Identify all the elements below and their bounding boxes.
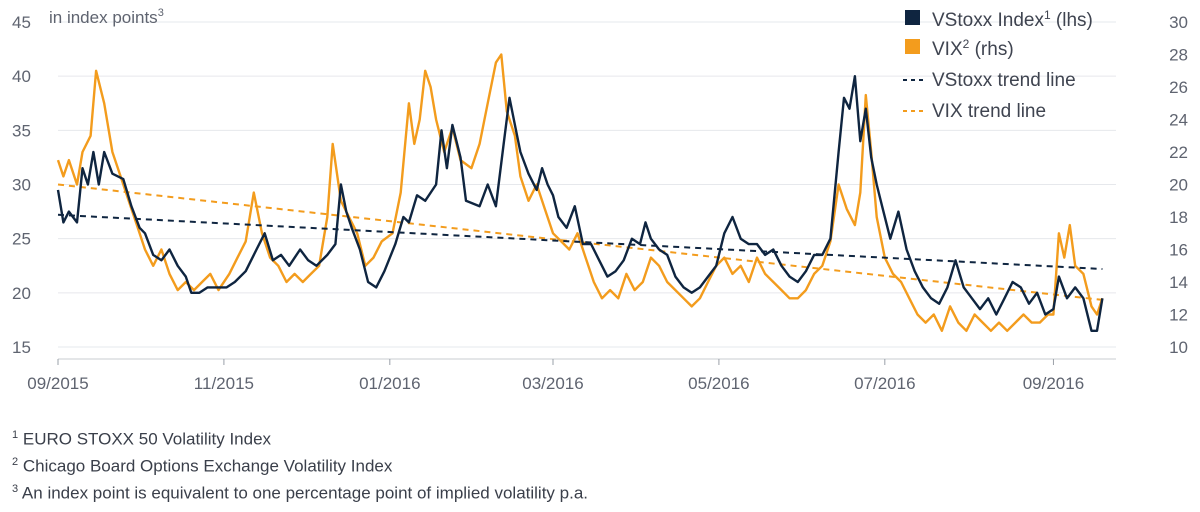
footnotes: 1 EURO STOXX 50 Volatility Index 2 Chica… xyxy=(12,424,588,505)
y-right-tick-label: 14 xyxy=(1169,273,1188,292)
y-right-tick-label: 30 xyxy=(1169,13,1188,32)
series-layer xyxy=(56,53,1104,332)
y-right-tick-label: 20 xyxy=(1169,176,1188,195)
gridlines xyxy=(58,21,1116,348)
y-right-tick-label: 26 xyxy=(1169,78,1188,97)
y-left-tick-label: 45 xyxy=(12,13,31,32)
legend-swatch-vix xyxy=(905,39,920,54)
footnote-2: 2 Chicago Board Options Exchange Volatil… xyxy=(12,456,393,476)
x-tick-label: 07/2016 xyxy=(854,374,915,393)
x-tick-label: 11/2015 xyxy=(194,374,254,393)
series-vix-rhs xyxy=(56,53,1104,332)
legend: VStoxx Index1 (lhs) VIX2 (rhs) VStoxx tren… xyxy=(903,8,1093,122)
y-left-tick-label: 25 xyxy=(12,230,31,249)
series-vstoxx-index-lhs xyxy=(56,75,1104,332)
series-vstoxx-trend-line xyxy=(57,213,1103,270)
left-y-axis: 15 20 25 30 35 40 45 xyxy=(12,13,31,357)
y-right-tick-label: 12 xyxy=(1169,306,1188,325)
y-right-tick-label: 10 xyxy=(1169,338,1188,357)
x-axis: 09/2015 11/2015 01/2016 03/2016 05/2016 07/20… xyxy=(27,358,1116,393)
footnote-3: 3 An index point is equivalent to one pe… xyxy=(12,483,589,503)
legend-swatch-vstoxx-index xyxy=(905,10,920,25)
x-tick-label: 05/2016 xyxy=(688,374,749,393)
y-left-tick-label: 15 xyxy=(12,338,31,357)
footnote-1: 1 EURO STOXX 50 Volatility Index xyxy=(12,429,272,449)
y-right-tick-label: 16 xyxy=(1169,241,1188,260)
y-left-tick-label: 20 xyxy=(12,284,31,303)
legend-label-vstoxx-trend-line: VStoxx trend line xyxy=(932,70,1076,91)
legend-label-vstoxx-index: VStoxx Index1 (lhs) xyxy=(932,8,1093,31)
x-tick-label: 09/2016 xyxy=(1023,374,1084,393)
y-left-tick-label: 40 xyxy=(12,67,31,86)
y-left-tick-label: 30 xyxy=(12,176,31,195)
legend-label-vix: VIX2 (rhs) xyxy=(932,37,1014,60)
legend-label-vix-trend-line: VIX trend line xyxy=(932,101,1046,122)
unit-label: in index points3 xyxy=(49,7,164,27)
right-y-axis: 10 12 14 16 18 20 22 24 26 28 30 xyxy=(1169,13,1188,357)
y-right-tick-label: 28 xyxy=(1169,46,1188,65)
y-right-tick-label: 24 xyxy=(1169,111,1188,130)
y-left-tick-label: 35 xyxy=(12,121,31,140)
x-tick-label: 03/2016 xyxy=(522,374,583,393)
y-right-tick-label: 22 xyxy=(1169,143,1188,162)
x-tick-label: 09/2015 xyxy=(27,374,88,393)
y-right-tick-label: 18 xyxy=(1169,208,1188,227)
x-tick-label: 01/2016 xyxy=(359,374,420,393)
volatility-chart: 15 20 25 30 35 40 45 10 12 14 16 18 20 22 24 26 28 30 09… xyxy=(12,7,1188,393)
